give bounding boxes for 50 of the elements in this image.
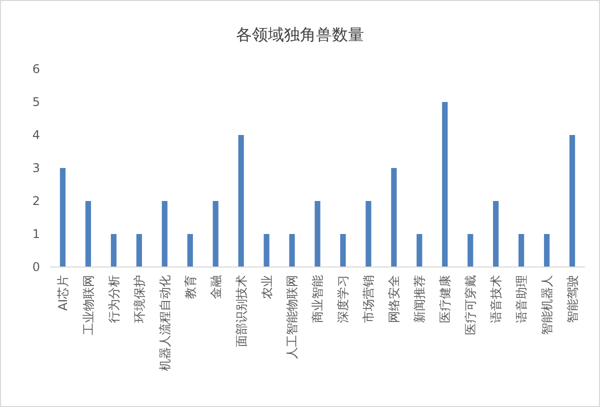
y-tick-label: 0 (32, 260, 40, 274)
x-tick-label: 行为分析 (106, 275, 121, 323)
bar (212, 201, 218, 267)
x-tick-label: 语音技术 (489, 275, 504, 323)
bar (85, 201, 92, 267)
bar (60, 168, 66, 267)
x-tick-label: 机器人流程自动化 (158, 275, 172, 371)
bar (314, 201, 320, 267)
x-tick-label: 智能驾驶 (565, 275, 580, 323)
bar (136, 234, 142, 267)
bar (493, 201, 499, 267)
bar (391, 168, 397, 267)
bar (162, 201, 168, 267)
x-tick-label: 人工智能物联网 (285, 275, 300, 359)
bar (416, 234, 422, 267)
bar (468, 234, 474, 267)
x-tick-label: 市场营销 (362, 275, 376, 323)
bar (238, 135, 244, 267)
x-tick-label: 语音助理 (514, 275, 529, 323)
bar (544, 234, 550, 267)
y-tick-label: 1 (32, 227, 40, 242)
y-tick-label: 4 (32, 128, 40, 142)
x-tick-label: 深度学习 (336, 275, 350, 323)
x-tick-label: 环境保护 (132, 275, 146, 323)
y-tick-label: 5 (32, 95, 40, 110)
x-tick-label: 农业 (260, 275, 274, 299)
bar (518, 234, 524, 267)
bar (110, 234, 116, 267)
x-tick-label: 金融 (208, 275, 223, 299)
x-tick-label: 商业智能 (310, 275, 325, 323)
x-tick-label: 智能机器人 (540, 275, 554, 335)
x-tick-label: 教育 (183, 275, 198, 299)
bar (442, 102, 448, 267)
bar (289, 234, 295, 267)
y-tick-label: 3 (32, 161, 40, 176)
y-tick-label: 2 (32, 194, 40, 208)
bar (340, 234, 346, 267)
x-tick-label: 工业物联网 (81, 275, 96, 335)
x-tick-label: AI芯片 (56, 275, 70, 311)
x-tick-label: 新闻推荐 (412, 275, 427, 323)
bar (569, 135, 576, 267)
x-tick-label: 医疗可穿戴 (464, 275, 478, 335)
x-tick-label: 网络安全 (387, 275, 402, 323)
x-tick-label: 医疗健康 (438, 275, 452, 323)
chart-title: 各领域独角兽数量 (236, 25, 364, 44)
x-tick-label: 面部识别技术 (234, 275, 248, 347)
y-tick-label: 6 (32, 62, 40, 76)
bar (264, 234, 270, 267)
bar (187, 234, 193, 267)
bar (366, 201, 372, 267)
